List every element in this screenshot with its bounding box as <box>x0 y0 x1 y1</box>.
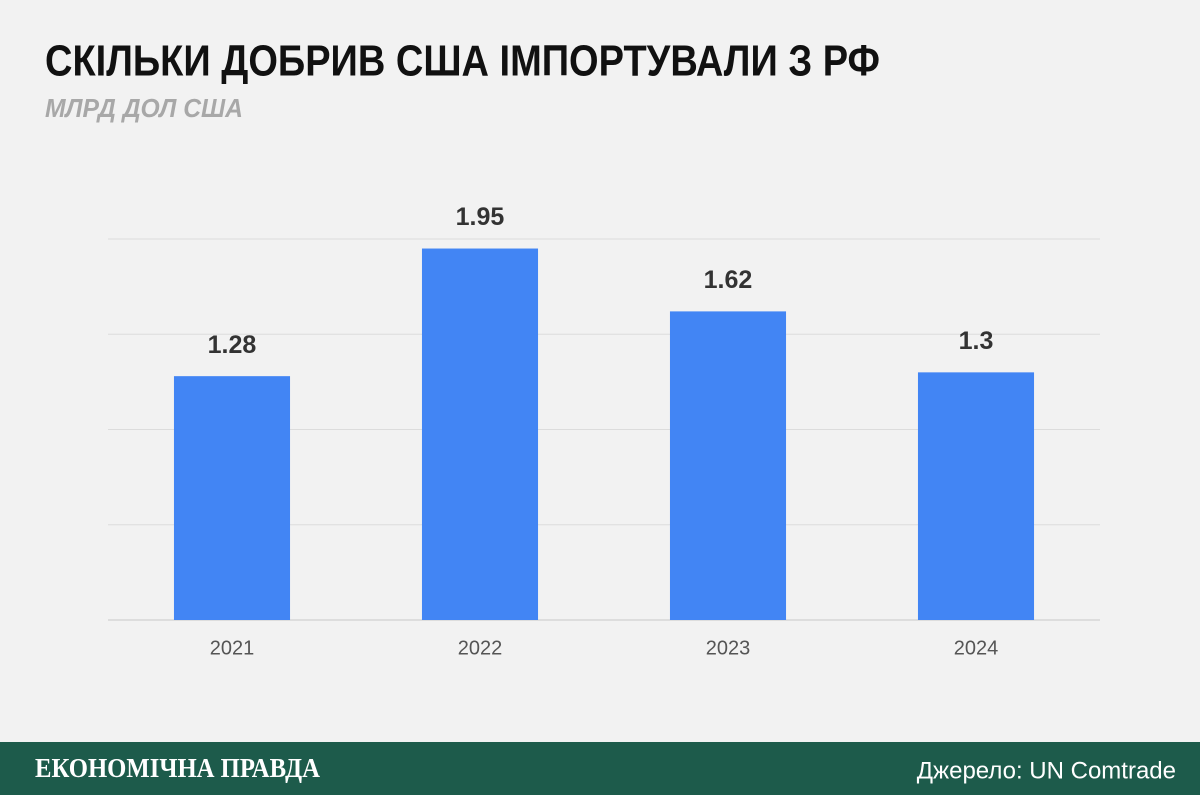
value-label: 1.62 <box>704 266 753 294</box>
footer-band <box>0 742 1200 795</box>
brand: ЕКОНОМІЧНА ПРАВДА <box>35 753 320 783</box>
x-tick-label: 2023 <box>706 637 751 659</box>
value-label: 1.28 <box>208 331 257 359</box>
value-label: 1.3 <box>959 327 994 355</box>
chart-subtitle: МЛРД ДОЛ США <box>45 93 243 123</box>
value-label: 1.95 <box>456 203 505 231</box>
x-tick-label: 2024 <box>954 637 999 659</box>
x-tick-label: 2022 <box>458 637 503 659</box>
bar <box>421 248 539 620</box>
x-tick-label: 2021 <box>210 637 255 659</box>
bar <box>173 376 291 620</box>
source: Джерело: UN Comtrade <box>917 757 1176 784</box>
chart-title: СКІЛЬКИ ДОБРИВ США ІМПОРТУВАЛИ З РФ <box>45 37 880 86</box>
bar <box>669 311 787 620</box>
bar <box>917 372 1035 620</box>
